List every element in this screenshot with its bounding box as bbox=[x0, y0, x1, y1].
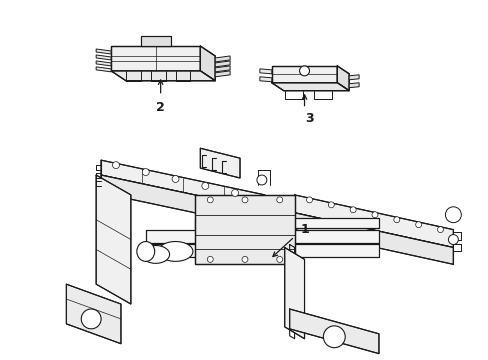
Circle shape bbox=[172, 176, 179, 183]
Text: 1: 1 bbox=[300, 223, 308, 236]
Polygon shape bbox=[215, 56, 230, 62]
Circle shape bbox=[231, 189, 238, 196]
Text: 2: 2 bbox=[156, 101, 164, 114]
Circle shape bbox=[323, 326, 345, 348]
Polygon shape bbox=[271, 66, 337, 83]
Circle shape bbox=[207, 256, 213, 262]
Polygon shape bbox=[200, 148, 240, 178]
Polygon shape bbox=[141, 36, 170, 46]
Circle shape bbox=[81, 309, 101, 329]
Polygon shape bbox=[215, 61, 230, 67]
Circle shape bbox=[242, 197, 247, 203]
Polygon shape bbox=[271, 83, 348, 91]
Polygon shape bbox=[96, 67, 111, 72]
Polygon shape bbox=[195, 195, 294, 264]
Circle shape bbox=[415, 222, 421, 228]
Polygon shape bbox=[200, 46, 215, 81]
Circle shape bbox=[256, 175, 266, 185]
Circle shape bbox=[202, 183, 208, 189]
Polygon shape bbox=[215, 71, 230, 77]
Polygon shape bbox=[111, 46, 200, 71]
Polygon shape bbox=[145, 244, 378, 257]
Circle shape bbox=[371, 212, 377, 218]
Circle shape bbox=[276, 197, 282, 203]
Circle shape bbox=[299, 66, 309, 76]
Polygon shape bbox=[101, 175, 264, 228]
Polygon shape bbox=[289, 309, 378, 354]
Polygon shape bbox=[348, 83, 358, 88]
Polygon shape bbox=[259, 77, 271, 82]
Circle shape bbox=[112, 162, 119, 168]
Polygon shape bbox=[294, 213, 452, 264]
Circle shape bbox=[393, 217, 399, 223]
Circle shape bbox=[306, 197, 312, 203]
Ellipse shape bbox=[142, 246, 169, 264]
Circle shape bbox=[276, 256, 282, 262]
Polygon shape bbox=[96, 49, 111, 54]
Circle shape bbox=[437, 227, 443, 233]
Text: 3: 3 bbox=[305, 112, 313, 125]
Polygon shape bbox=[348, 75, 358, 80]
Circle shape bbox=[349, 207, 355, 213]
Polygon shape bbox=[145, 230, 378, 243]
Polygon shape bbox=[101, 160, 264, 210]
Circle shape bbox=[445, 207, 460, 223]
Ellipse shape bbox=[158, 242, 192, 261]
Ellipse shape bbox=[137, 242, 154, 261]
Polygon shape bbox=[66, 284, 121, 344]
Polygon shape bbox=[96, 55, 111, 60]
Polygon shape bbox=[96, 175, 131, 304]
Circle shape bbox=[207, 197, 213, 203]
Polygon shape bbox=[111, 71, 215, 81]
Polygon shape bbox=[294, 195, 452, 247]
Polygon shape bbox=[195, 218, 378, 228]
Circle shape bbox=[142, 168, 149, 176]
Polygon shape bbox=[215, 66, 230, 72]
Polygon shape bbox=[96, 61, 111, 66]
Polygon shape bbox=[337, 66, 348, 91]
Circle shape bbox=[447, 235, 457, 244]
Circle shape bbox=[327, 202, 334, 208]
Polygon shape bbox=[259, 69, 271, 74]
Polygon shape bbox=[284, 247, 304, 339]
Circle shape bbox=[242, 256, 247, 262]
